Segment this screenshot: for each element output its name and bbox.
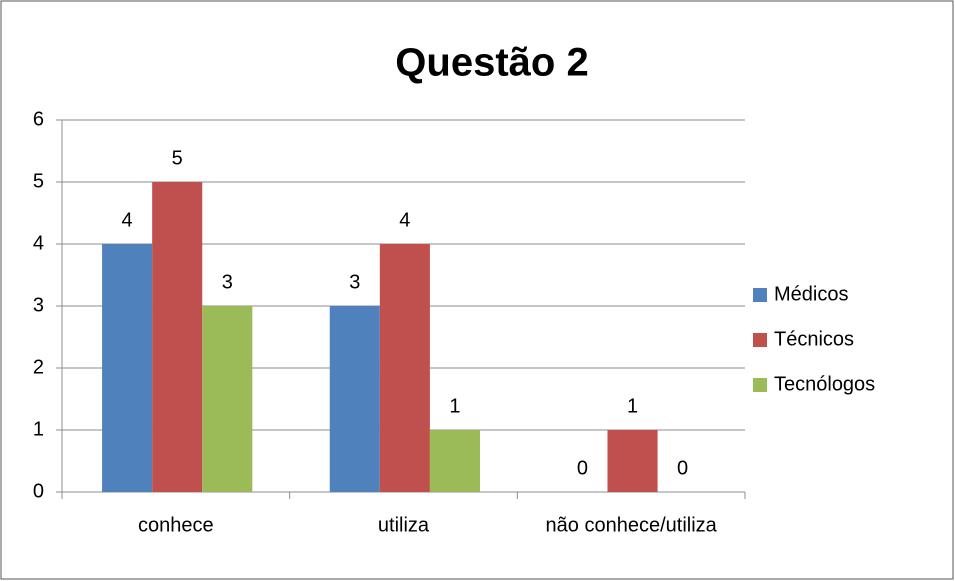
legend-swatch [753,288,767,302]
data-label: 1 [449,395,460,417]
data-label: 3 [222,271,233,293]
bar [329,306,380,492]
bar [102,244,153,492]
data-label: 4 [122,209,133,231]
data-label: 1 [627,395,638,417]
y-tick-label: 2 [33,356,44,378]
legend-swatch [753,333,767,347]
y-tick-label: 3 [33,294,44,316]
chart-title: Questão 2 [395,41,588,85]
y-tick-label: 1 [33,418,44,440]
x-tick-label: utiliza [378,514,430,536]
y-tick-label: 5 [33,170,44,192]
data-label: 0 [677,457,688,479]
bar [202,306,253,492]
bar [379,244,430,492]
bar [607,430,658,492]
legend-label: Médicos [774,283,848,305]
legend-swatch [753,378,767,392]
y-tick-label: 0 [33,480,44,502]
data-label: 0 [577,457,588,479]
x-tick-label: não conhece/utiliza [546,514,718,536]
data-label: 4 [399,209,410,231]
legend-label: Tecnólogos [774,373,875,395]
legend-label: Técnicos [774,328,854,350]
data-label: 5 [172,147,183,169]
y-tick-label: 4 [33,232,44,254]
x-tick-label: conhece [138,514,214,536]
bar [152,182,203,492]
data-label: 3 [349,271,360,293]
y-tick-label: 6 [33,108,44,130]
bar [429,430,480,492]
